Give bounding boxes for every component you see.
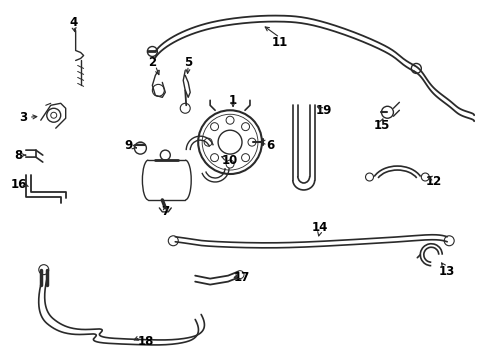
Text: 16: 16 bbox=[11, 179, 27, 192]
Text: 8: 8 bbox=[15, 149, 23, 162]
Text: 17: 17 bbox=[233, 271, 250, 284]
Text: 6: 6 bbox=[265, 139, 273, 152]
Text: 10: 10 bbox=[222, 154, 238, 167]
Text: 9: 9 bbox=[124, 139, 132, 152]
Text: 7: 7 bbox=[161, 205, 169, 219]
Text: 12: 12 bbox=[425, 175, 442, 189]
Text: 1: 1 bbox=[228, 94, 237, 107]
Text: 19: 19 bbox=[315, 104, 331, 117]
Text: 5: 5 bbox=[183, 56, 192, 69]
Text: 3: 3 bbox=[19, 111, 27, 124]
Text: 18: 18 bbox=[137, 335, 153, 348]
Text: 11: 11 bbox=[271, 36, 287, 49]
Text: 4: 4 bbox=[69, 16, 78, 29]
Text: 15: 15 bbox=[372, 119, 389, 132]
Text: 13: 13 bbox=[438, 265, 454, 278]
Text: 14: 14 bbox=[311, 221, 327, 234]
Text: 2: 2 bbox=[148, 56, 156, 69]
